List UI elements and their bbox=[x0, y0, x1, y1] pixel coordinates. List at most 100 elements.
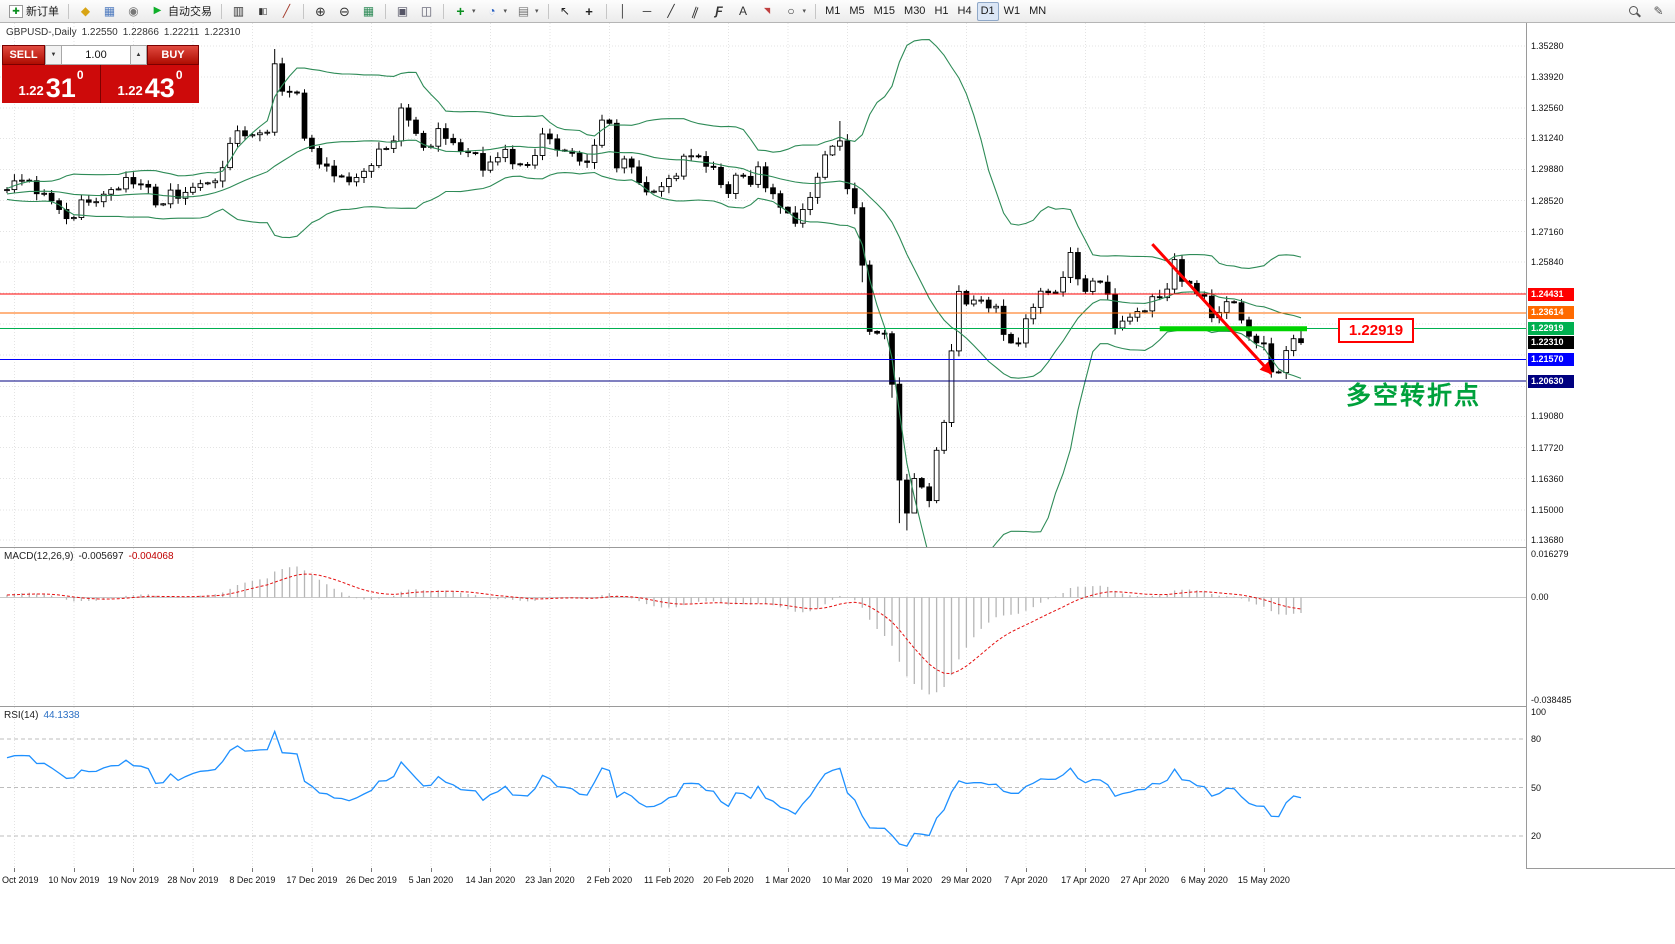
time-tick bbox=[133, 868, 135, 872]
panel-splitter[interactable] bbox=[0, 706, 1675, 707]
price-tag-1.22919: 1.22919 bbox=[1528, 322, 1574, 336]
macd-scale-label: 0.016279 bbox=[1531, 549, 1569, 559]
chart-ohlc-readout: GBPUSD-,Daily 1.22550 1.22866 1.22211 1.2231… bbox=[6, 27, 245, 38]
macd-histogram bbox=[6, 566, 1302, 695]
price-callout-label[interactable]: 1.22919 bbox=[1338, 318, 1414, 343]
sell-price-display[interactable]: 1.22 31 0 bbox=[2, 65, 100, 103]
buy-price-prefix: 1.22 bbox=[117, 82, 143, 98]
panel-splitter[interactable] bbox=[0, 547, 1675, 548]
fibo-icon: Ƒ bbox=[715, 4, 723, 18]
volume-decrease-button[interactable]: ▼ bbox=[45, 45, 62, 65]
timeframe-m1-button[interactable]: M1 bbox=[821, 2, 844, 21]
macd-name: MACD(12,26,9) bbox=[4, 551, 74, 562]
vertical-line-button[interactable]: │ bbox=[612, 2, 635, 21]
candlestick-chart-button[interactable]: ▮▯ bbox=[251, 2, 274, 21]
price-scale-label: 1.19080 bbox=[1531, 411, 1564, 422]
chevron-down-icon: ▾ bbox=[535, 8, 539, 15]
time-axis-label: 5 Jan 2020 bbox=[408, 875, 454, 885]
time-tick bbox=[609, 868, 611, 872]
crosshair-button[interactable]: + bbox=[578, 2, 601, 21]
timeframe-d1-button[interactable]: D1 bbox=[976, 1, 999, 21]
auto-trading-button[interactable]: ▶ 自动交易 bbox=[146, 2, 216, 21]
periods-button[interactable]: ◔ ▾ bbox=[481, 2, 512, 21]
cursor-button[interactable]: ↖ bbox=[554, 2, 577, 21]
timeframe-m5-button[interactable]: M5 bbox=[845, 2, 868, 21]
text-icon: A bbox=[739, 4, 748, 18]
template-icon: ▤ bbox=[517, 4, 530, 18]
horizontal-line-button[interactable]: ─ bbox=[636, 2, 659, 21]
auto-scroll-button[interactable]: ▣ bbox=[391, 2, 414, 21]
shapes-button[interactable]: ○ ▾ bbox=[780, 2, 811, 21]
zoom-out-button[interactable]: ⊖ bbox=[333, 2, 356, 21]
auto-trading-button-label: 自动交易 bbox=[168, 6, 212, 18]
timeframe-m30-button[interactable]: M30 bbox=[900, 2, 929, 21]
chart-window: GBPUSD-,Daily 1.22550 1.22866 1.22211 1.2231… bbox=[0, 23, 1675, 892]
annotation-text[interactable]: 多空转折点 bbox=[1346, 382, 1482, 410]
chart-shift-button[interactable]: ◫ bbox=[415, 2, 438, 21]
profiles-button[interactable]: ◆ bbox=[74, 2, 97, 21]
price-tag-1.24431: 1.24431 bbox=[1528, 287, 1574, 301]
time-axis[interactable]: Oct 2019 10 Nov 2019 19 Nov 2019 28 Nov 201… bbox=[0, 868, 1526, 892]
equidistant-channel-button[interactable]: ∥ bbox=[684, 2, 707, 21]
indicators-button[interactable]: + ▾ bbox=[449, 2, 480, 21]
toolbar-separator bbox=[221, 3, 222, 19]
time-axis-label: 19 Mar 2020 bbox=[881, 875, 933, 885]
magnifier-icon bbox=[1627, 4, 1642, 19]
quick-edit-button[interactable]: ✎ bbox=[1647, 2, 1670, 21]
strategy-tester-button[interactable]: ◉ bbox=[122, 2, 145, 21]
timeframe-w1-button[interactable]: W1 bbox=[1000, 2, 1025, 21]
symbol-period-label: GBPUSD-,Daily bbox=[6, 27, 77, 38]
price-scale[interactable]: 1.35280 1.33920 1.32560 1.31240 1.29880 1.285… bbox=[1527, 23, 1675, 868]
bar-chart-button[interactable]: ▥ bbox=[227, 2, 250, 21]
buy-price-big: 43 bbox=[144, 73, 175, 104]
terminal-button[interactable]: ▦ bbox=[98, 2, 121, 21]
timeframe-m5-button-label: M5 bbox=[849, 5, 865, 17]
rsi-canvas[interactable] bbox=[0, 707, 1526, 868]
trendline-button[interactable]: ╱ bbox=[660, 2, 683, 21]
timeframe-h1-button[interactable]: H1 bbox=[930, 2, 952, 21]
time-tick bbox=[728, 868, 730, 872]
volume-input[interactable] bbox=[62, 45, 130, 65]
timeframe-w1-button-label: W1 bbox=[1003, 5, 1021, 17]
timeframe-h4-button-label: H4 bbox=[957, 5, 972, 17]
buy-price-pip: 0 bbox=[175, 68, 183, 82]
line-chart-button[interactable]: ╱ bbox=[275, 2, 298, 21]
timeframe-m15-button-label: M15 bbox=[873, 5, 896, 17]
time-axis-label: 19 Nov 2019 bbox=[107, 875, 159, 885]
price-scale-label: 1.25840 bbox=[1531, 256, 1564, 267]
time-axis-label: 29 Mar 2020 bbox=[941, 875, 992, 885]
rsi-panel[interactable]: RSI(14) 44.1338 bbox=[0, 707, 1526, 868]
sell-button[interactable]: SELL bbox=[2, 45, 45, 65]
low-value: 1.22211 bbox=[163, 27, 200, 38]
arrows-button[interactable]: ◥ bbox=[756, 2, 779, 21]
timeframe-h4-button[interactable]: H4 bbox=[954, 2, 976, 21]
price-chart-canvas[interactable] bbox=[0, 23, 1526, 547]
search-button[interactable] bbox=[1623, 2, 1646, 21]
time-tick bbox=[311, 868, 313, 872]
timeframe-m15-button[interactable]: M15 bbox=[870, 2, 899, 21]
main-toolbar: ✚ 新订单 ◆ ▦ ◉ ▶ 自动交易 ▥ ▮▯ ╱ ⊕ ⊖ ▦ ▣ ◫ + ▾ ◔ ▾ ▤ ▾ ↖ + │ ─ ╱ ∥ Ƒ A ◥ ○ ▾ M1… bbox=[0, 0, 1675, 23]
toolbar-separator bbox=[547, 3, 549, 19]
buy-button[interactable]: BUY bbox=[147, 45, 199, 65]
sell-price-pip: 0 bbox=[76, 68, 84, 82]
zoom-in-button[interactable]: ⊕ bbox=[309, 2, 332, 21]
new-order-button[interactable]: ✚ 新订单 bbox=[5, 2, 63, 21]
text-button[interactable]: A bbox=[732, 2, 755, 21]
time-axis-label: 6 May 2020 bbox=[1180, 875, 1228, 885]
volume-increase-button[interactable]: ▲ bbox=[130, 45, 147, 65]
buy-price-display[interactable]: 1.22 43 0 bbox=[101, 65, 199, 103]
diamond-icon: ◆ bbox=[80, 4, 91, 18]
macd-main-value: -0.005697 bbox=[78, 551, 124, 562]
templates-button[interactable]: ▤ ▾ bbox=[512, 2, 543, 21]
rsi-label: RSI(14) 44.1338 bbox=[4, 710, 85, 721]
fibonacci-button[interactable]: Ƒ bbox=[708, 2, 731, 21]
zoomout-icon: ⊖ bbox=[339, 3, 350, 19]
indicator-icon: + bbox=[456, 3, 465, 19]
macd-canvas[interactable] bbox=[0, 548, 1526, 706]
tile-windows-button[interactable]: ▦ bbox=[357, 2, 380, 21]
timeframe-mn-button[interactable]: MN bbox=[1025, 2, 1050, 21]
time-axis-label: 8 Dec 2019 bbox=[229, 875, 276, 885]
price-chart-panel[interactable]: GBPUSD-,Daily 1.22550 1.22866 1.22211 1.2231… bbox=[0, 23, 1526, 547]
macd-panel[interactable]: MACD(12,26,9) -0.005697 -0.004068 bbox=[0, 548, 1526, 706]
pencil-icon: ✎ bbox=[1653, 4, 1664, 18]
